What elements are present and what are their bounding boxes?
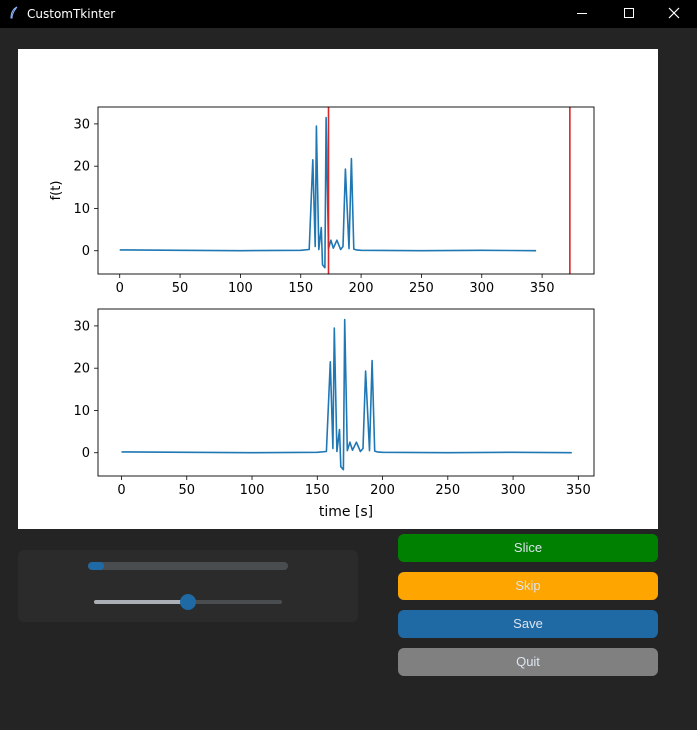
close-button[interactable]	[651, 0, 697, 28]
x-tick-label: 350	[566, 483, 591, 498]
series-line	[119, 116, 537, 269]
x-tick-label: 0	[117, 483, 125, 498]
y-tick-label: 0	[82, 446, 90, 461]
y-tick-label: 20	[73, 362, 90, 377]
x-tick-label: 150	[305, 483, 330, 498]
title-bar: CustomTkinter	[0, 0, 697, 28]
window-title: CustomTkinter	[27, 7, 116, 21]
x-tick-label: 350	[530, 281, 555, 296]
minimize-icon	[577, 13, 587, 14]
y-axis-label: f(t)	[49, 181, 64, 201]
x-tick-label: 50	[172, 281, 189, 296]
y-tick-label: 10	[73, 404, 90, 419]
control-frame	[18, 550, 358, 622]
quit-button[interactable]: Quit	[398, 648, 658, 676]
slider-fill	[94, 600, 188, 604]
x-tick-label: 250	[435, 483, 460, 498]
y-tick-label: 20	[73, 160, 90, 175]
plot-canvas: 0 50 100 150 200 250 300 350 0 10 20 30 f(t) 0 50 100 15…	[18, 49, 658, 529]
close-icon	[668, 7, 680, 19]
series-line	[121, 318, 572, 471]
slider-handle[interactable]	[180, 594, 196, 610]
x-tick-label: 300	[501, 483, 526, 498]
save-button[interactable]: Save	[398, 610, 658, 638]
axes-frame	[97, 106, 595, 275]
y-tick-label: 30	[73, 117, 90, 132]
x-tick-label: 100	[228, 281, 253, 296]
x-tick-label: 100	[240, 483, 265, 498]
x-tick-label: 300	[469, 281, 494, 296]
x-tick-label: 200	[349, 281, 374, 296]
feather-icon	[10, 6, 18, 19]
y-tick-label: 0	[82, 244, 90, 259]
progress-fill	[88, 562, 104, 570]
maximize-icon	[624, 8, 634, 18]
progress-bar	[88, 562, 288, 570]
x-tick-label: 250	[409, 281, 434, 296]
slice-button[interactable]: Slice	[398, 534, 658, 562]
y-tick-label: 10	[73, 202, 90, 217]
x-axis-label: time [s]	[319, 504, 373, 520]
x-tick-label: 150	[288, 281, 313, 296]
x-tick-label: 200	[370, 483, 395, 498]
y-tick-label: 30	[73, 319, 90, 334]
x-tick-label: 0	[116, 281, 124, 296]
maximize-button[interactable]	[605, 0, 651, 28]
minimize-button[interactable]	[559, 0, 605, 28]
axes-frame	[97, 308, 595, 477]
skip-button[interactable]: Skip	[398, 572, 658, 600]
x-tick-label: 50	[178, 483, 195, 498]
